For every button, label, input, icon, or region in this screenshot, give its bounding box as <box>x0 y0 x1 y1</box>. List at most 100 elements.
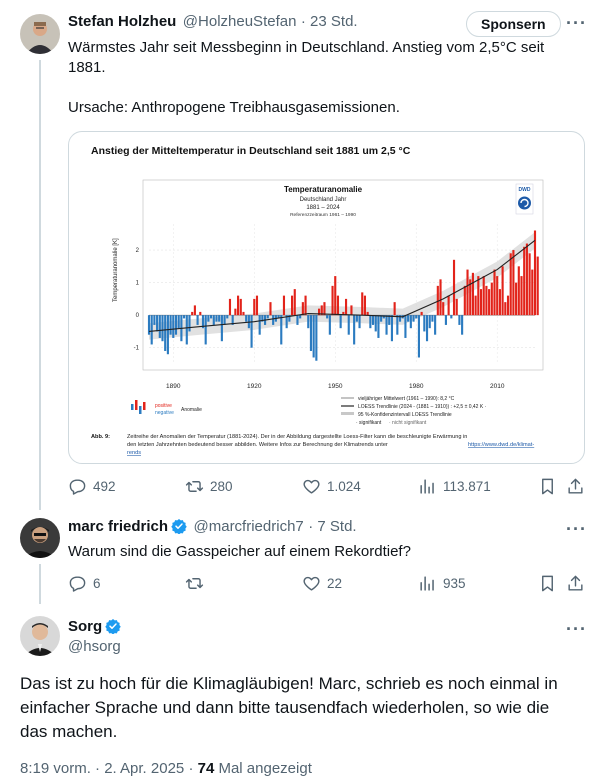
anomaly-bar <box>493 269 496 316</box>
anomaly-bar <box>328 315 331 335</box>
reply-count: 6 <box>93 576 101 591</box>
tweet-timestamp[interactable]: 8:19 vorm. · 2. Apr. 2025 <box>20 760 185 777</box>
like-button[interactable]: 22 <box>302 574 342 593</box>
anomaly-bar <box>412 315 415 322</box>
anomaly-bar <box>409 315 412 329</box>
anomaly-bar <box>331 285 334 316</box>
more-options-icon[interactable]: ··· <box>566 13 587 33</box>
author-handle[interactable]: @HolzheuStefan <box>182 13 297 30</box>
tweet-time[interactable]: · 7 Std. <box>308 518 357 535</box>
bookmark-button[interactable] <box>538 574 563 593</box>
anomaly-bar <box>385 315 388 335</box>
legend-not-significant: · nicht signifikant <box>389 420 427 426</box>
sponsor-button[interactable]: Sponsern <box>466 11 561 37</box>
anomaly-bar <box>272 315 275 325</box>
anomaly-bar <box>150 315 153 345</box>
anomaly-bar <box>496 276 499 316</box>
tweet-time[interactable]: · 23 Std. <box>300 13 358 30</box>
retweet-count: 280 <box>210 479 233 494</box>
figure-heading: Anstieg der Mitteltemperatur in Deutschl… <box>91 145 411 157</box>
anomaly-bar <box>455 298 458 316</box>
tweet-text-line: Ursache: Anthropogene Treibhausgasemissi… <box>68 99 400 116</box>
anomaly-bar <box>245 315 248 322</box>
anomaly-bar <box>469 279 472 316</box>
anomaly-bar <box>285 315 288 329</box>
share-icon <box>568 575 583 591</box>
anomaly-bar <box>323 302 326 316</box>
anomaly-bar <box>482 276 485 316</box>
author-handle[interactable]: @marcfriedrich7 <box>193 518 304 535</box>
anomaly-bar <box>177 315 180 329</box>
anomaly-bar <box>334 276 337 316</box>
anomaly-bar <box>471 272 474 316</box>
avatar-stefan-holzheu[interactable] <box>20 14 60 54</box>
anomaly-bar <box>474 295 477 316</box>
anomaly-bar <box>199 311 202 316</box>
anomaly-bar <box>447 295 450 316</box>
author-name[interactable]: Stefan Holzheu <box>68 13 177 30</box>
avatar-marc-friedrich[interactable] <box>20 518 60 558</box>
loess-trend-line <box>148 239 536 332</box>
anomaly-bar <box>517 266 520 316</box>
anomaly-bar <box>326 315 329 319</box>
more-options-icon[interactable]: ··· <box>566 519 587 539</box>
bookmark-button[interactable] <box>538 477 563 496</box>
views-button[interactable]: 935 <box>418 574 466 593</box>
view-count: 935 <box>443 576 466 591</box>
share-button[interactable] <box>566 574 591 593</box>
more-options-icon[interactable]: ··· <box>566 619 587 639</box>
reply-button[interactable]: 6 <box>68 574 101 593</box>
tweet-text-line: 1881. <box>68 59 106 76</box>
anomaly-bar <box>280 315 283 345</box>
bookmark-icon <box>542 478 553 495</box>
author-name[interactable]: marc friedrich <box>68 518 169 535</box>
anomaly-bar <box>506 295 510 316</box>
anomaly-bar <box>174 315 178 335</box>
tweet-image-card[interactable]: Anstieg der Mitteltemperatur in Deutschl… <box>68 131 585 464</box>
anomaly-bar <box>380 315 383 322</box>
caption-link-1: https://www.dwd.de/klimat- <box>468 442 534 448</box>
anomaly-bar <box>450 315 453 319</box>
share-button[interactable] <box>566 477 591 496</box>
verified-badge-icon <box>105 619 121 634</box>
avatar-sorg[interactable] <box>20 616 60 656</box>
anomaly-bar <box>444 315 447 325</box>
retweet-button[interactable]: 280 <box>185 477 233 496</box>
anomaly-bar <box>485 285 488 316</box>
author-name[interactable]: Sorg <box>68 618 103 635</box>
share-icon <box>568 478 583 494</box>
views-button[interactable]: 113.871 <box>418 477 491 496</box>
anomaly-bar <box>188 315 191 332</box>
plot-title: Temperaturanomalie <box>284 185 363 194</box>
anomaly-bar <box>234 308 237 316</box>
views-icon <box>420 576 434 591</box>
anomaly-bar <box>466 269 469 316</box>
tweet-text-line: Wärmstes Jahr seit Messbeginn in Deutsch… <box>68 39 545 56</box>
like-count: 22 <box>327 576 343 591</box>
anomaly-bar <box>290 295 294 316</box>
author-handle[interactable]: @hsorg <box>68 638 121 655</box>
anomaly-bar <box>415 315 418 319</box>
like-button[interactable]: 1.024 <box>302 477 361 496</box>
anomaly-bar <box>512 250 515 316</box>
anomaly-bar <box>193 305 196 316</box>
legend-line-confidence: 95 %-Konfidenzintervall LOESS Trendlinie <box>358 412 452 418</box>
anomaly-bar <box>377 315 380 338</box>
meta-separator: · <box>188 760 194 777</box>
retweet-button[interactable] <box>185 574 210 593</box>
caption-label: Abb. 9: <box>91 434 110 440</box>
y-tick-label: -1 <box>134 346 140 352</box>
anomaly-bar <box>461 315 464 335</box>
tweet2-actions: 6 22 935 <box>68 574 588 596</box>
anomaly-bar <box>523 246 526 316</box>
y-tick-label: 1 <box>136 281 140 287</box>
anomaly-bar <box>531 269 534 316</box>
anomaly-bar <box>166 315 169 355</box>
legend-significant: · signifikant <box>356 420 382 426</box>
anomaly-bar <box>393 302 396 316</box>
anomaly-bar <box>293 289 296 316</box>
reply-button[interactable]: 492 <box>68 477 116 496</box>
anomaly-bar <box>431 315 434 322</box>
views-label: Mal angezeigt <box>218 760 312 777</box>
views-icon <box>420 479 434 494</box>
